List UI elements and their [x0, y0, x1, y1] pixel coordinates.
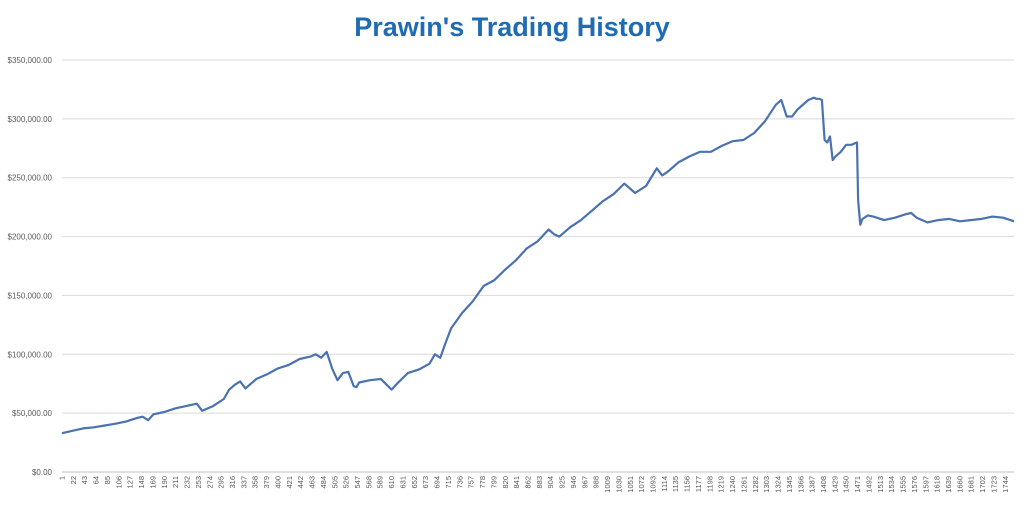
- x-tick-label: 1597: [921, 476, 930, 493]
- x-tick-label: 1156: [683, 476, 692, 492]
- x-tick-label: 673: [421, 476, 430, 489]
- x-tick-label: 967: [580, 476, 589, 489]
- x-tick-label: 1450: [842, 476, 851, 493]
- x-tick-label: 904: [546, 476, 555, 489]
- x-tick-label: 1282: [751, 476, 760, 493]
- x-tick-label: 1429: [830, 476, 839, 493]
- x-tick-label: 841: [512, 476, 521, 489]
- x-tick-label: 1555: [899, 476, 908, 493]
- y-tick-label: $350,000.00: [8, 56, 53, 65]
- x-tick-label: 232: [183, 476, 192, 489]
- x-tick-label: 946: [569, 476, 578, 489]
- x-tick-label: 526: [342, 476, 351, 489]
- x-tick-label: 1702: [978, 476, 987, 493]
- x-tick-label: 505: [330, 476, 339, 489]
- x-tick-label: 589: [376, 476, 385, 489]
- x-tick-label: 547: [353, 476, 362, 489]
- x-tick-label: 715: [444, 476, 453, 489]
- x-tick-label: 1366: [796, 476, 805, 493]
- x-tick-label: 1576: [910, 476, 919, 493]
- gridlines: [62, 59, 1014, 414]
- x-tick-label: 1408: [819, 476, 828, 493]
- x-tick-label: 862: [523, 476, 532, 489]
- x-tick-label: 1534: [887, 476, 896, 493]
- x-tick-label: 85: [103, 476, 112, 484]
- x-tick-label: 64: [92, 476, 101, 484]
- x-tick-label: 1093: [649, 476, 658, 493]
- x-tick-label: 1240: [728, 476, 737, 493]
- x-tick-label: 379: [262, 476, 271, 489]
- y-tick-label: $0.00: [32, 468, 53, 477]
- y-axis-ticks: $0.00 $50,000.00 $100,000.00 $150,000.00 $20…: [8, 56, 53, 477]
- x-tick-label: 1618: [933, 476, 942, 493]
- x-tick-label: 1660: [955, 476, 964, 493]
- x-tick-label: 358: [251, 476, 260, 489]
- x-tick-label: 106: [114, 476, 123, 489]
- x-tick-label: 253: [194, 476, 203, 489]
- y-tick-label: $100,000.00: [8, 350, 53, 359]
- x-tick-label: 652: [410, 476, 419, 489]
- x-tick-label: 274: [205, 476, 214, 489]
- x-axis-ticks: 1 22 43 64 85 106 127 148 169 190 211 232 253 274 295 3…: [58, 476, 1010, 493]
- x-tick-label: 442: [296, 476, 305, 489]
- x-tick-label: 1: [58, 476, 67, 480]
- x-tick-label: 1072: [637, 476, 646, 493]
- y-tick-label: $50,000.00: [12, 409, 53, 418]
- x-tick-label: 295: [217, 476, 226, 489]
- x-tick-label: 1009: [603, 476, 612, 493]
- x-tick-label: 925: [558, 476, 567, 489]
- x-tick-label: 1513: [876, 476, 885, 493]
- x-tick-label: 1387: [808, 476, 817, 493]
- x-tick-label: 1639: [944, 476, 953, 493]
- x-tick-label: 148: [137, 476, 146, 489]
- x-tick-label: 190: [160, 476, 169, 489]
- x-tick-label: 694: [433, 476, 442, 489]
- y-tick-label: $150,000.00: [8, 291, 53, 300]
- y-tick-label: $300,000.00: [8, 115, 53, 124]
- x-tick-label: 778: [478, 476, 487, 489]
- x-tick-label: 337: [239, 476, 248, 489]
- x-tick-label: 211: [171, 476, 180, 488]
- x-tick-label: 484: [319, 476, 328, 489]
- x-tick-label: 799: [489, 476, 498, 489]
- x-tick-label: 1723: [989, 476, 998, 493]
- x-tick-label: 22: [69, 476, 78, 484]
- x-tick-label: 1681: [967, 476, 976, 493]
- x-tick-label: 988: [592, 476, 601, 489]
- y-tick-label: $250,000.00: [8, 174, 53, 183]
- chart-title: Prawin's Trading History: [354, 12, 670, 42]
- x-tick-label: 1324: [774, 476, 783, 493]
- balance-series-line: [61, 96, 1015, 435]
- x-tick-label: 1135: [671, 476, 680, 492]
- x-tick-label: 757: [467, 476, 476, 489]
- x-tick-label: 316: [228, 476, 237, 489]
- x-tick-label: 169: [148, 476, 157, 489]
- x-tick-label: 610: [387, 476, 396, 489]
- x-tick-label: 820: [501, 476, 510, 489]
- x-tick-label: 1051: [626, 476, 635, 493]
- x-tick-label: 400: [273, 476, 282, 489]
- x-tick-label: 421: [285, 476, 294, 489]
- x-tick-label: 883: [535, 476, 544, 489]
- x-tick-label: 1177: [694, 476, 703, 492]
- x-tick-label: 568: [364, 476, 373, 489]
- x-tick-label: 1198: [705, 476, 714, 492]
- x-tick-label: 631: [398, 476, 407, 489]
- x-tick-label: 127: [126, 476, 135, 489]
- x-tick-label: 1471: [853, 476, 862, 493]
- x-tick-label: 1345: [785, 476, 794, 493]
- x-tick-label: 1261: [739, 476, 748, 493]
- x-tick-label: 1219: [717, 476, 726, 493]
- x-tick-label: 1114: [660, 476, 669, 492]
- x-tick-label: 736: [455, 476, 464, 489]
- x-tick-label: 463: [308, 476, 317, 489]
- x-tick-label: 1030: [614, 476, 623, 493]
- x-tick-label: 1744: [1001, 476, 1010, 493]
- y-tick-label: $200,000.00: [8, 233, 53, 242]
- x-tick-label: 1303: [762, 476, 771, 493]
- x-tick-label: 1492: [864, 476, 873, 493]
- x-tick-label: 43: [80, 476, 89, 484]
